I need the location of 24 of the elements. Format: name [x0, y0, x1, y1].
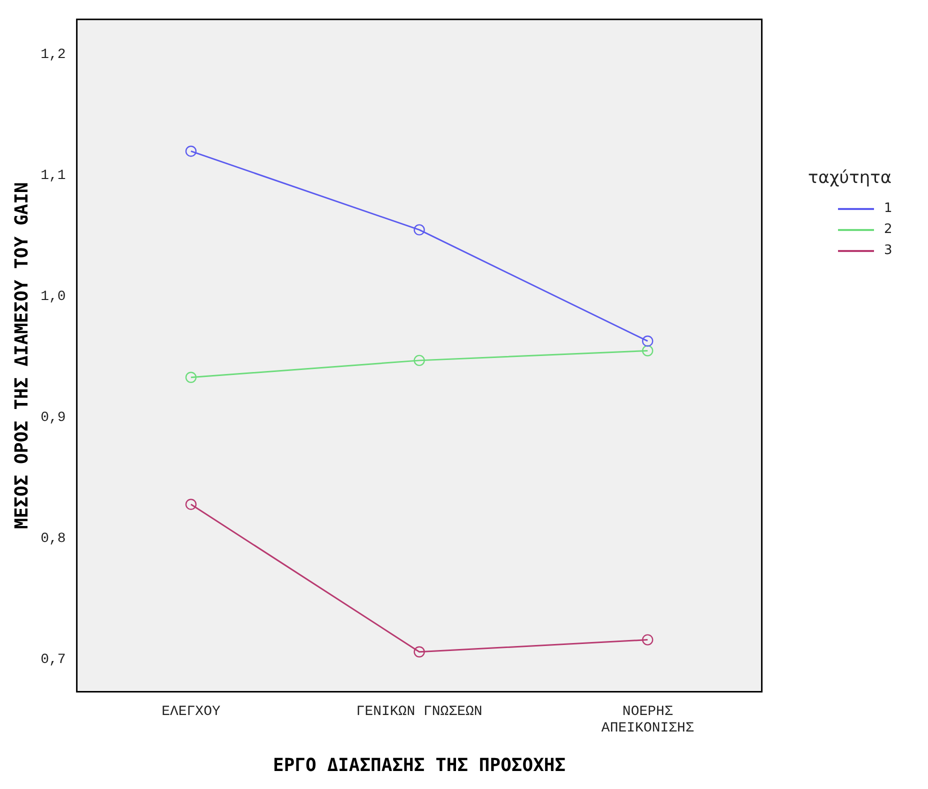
point — [185, 372, 197, 383]
point — [642, 345, 654, 356]
x-tick-label: ΓΕΝΙΚΩΝ ΓΝΩΣΕΩΝ — [356, 704, 482, 720]
y-tick-label: 1,2 — [40, 47, 66, 64]
x-tick-label: ΝΟΕΡΗΣ ΑΠΕΙΚΟΝΙΣΗΣ — [601, 704, 694, 737]
point — [642, 634, 654, 646]
point — [185, 498, 197, 510]
x-axis-title: ΕΡΓΟ ΔΙΑΣΠΑΣΗΣ ΤΗΣ ΠΡΟΣΟΧΗΣ — [272, 754, 566, 776]
y-axis-title: ΜΕΣΟΣ ΟΡΟΣ ΤΗΣ ΔΙΑΜΕΣΟΥ ΤΟΥ GAIN — [11, 182, 32, 529]
y-tick-label: 0,7 — [40, 652, 66, 668]
legend-title: ταχύτητα — [808, 168, 892, 188]
y-tick-label: 0,9 — [40, 410, 66, 426]
point — [414, 354, 425, 366]
legend-label: 3 — [884, 243, 892, 258]
y-tick-label: 1,1 — [40, 168, 66, 184]
legend-label: 1 — [884, 201, 892, 216]
legend-label: 2 — [884, 222, 892, 237]
point — [414, 646, 425, 658]
x-tick-label: ΕΛΕΓΧΟΥ — [162, 704, 221, 720]
y-tick-label: 0,8 — [40, 530, 66, 547]
point — [414, 224, 425, 236]
point — [642, 335, 654, 347]
y-tick-label: 1,0 — [40, 289, 66, 306]
point — [185, 146, 197, 157]
